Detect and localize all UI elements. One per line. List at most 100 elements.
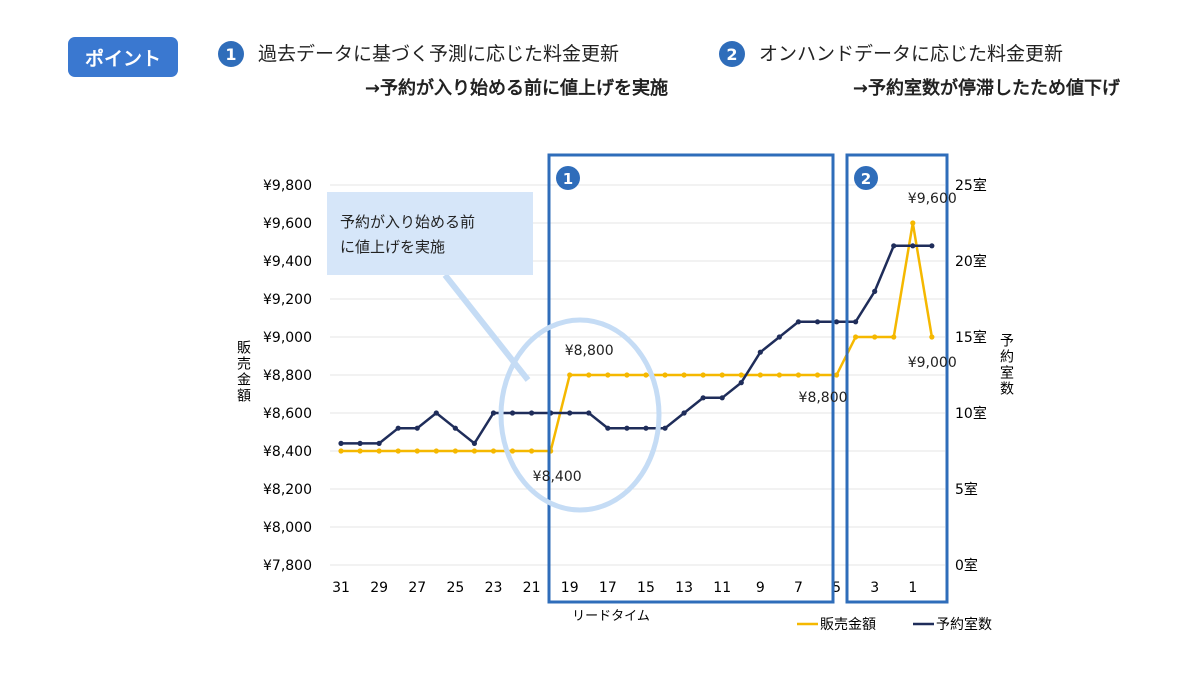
x-tick-label: 15 [637,580,655,596]
data-point-rooms [833,319,840,325]
data-label: ¥9,000 [908,355,957,371]
data-label: ¥9,600 [908,191,957,207]
data-label: ¥8,800 [565,343,614,359]
data-point-price [338,448,344,454]
data-point-price [643,372,649,378]
y-left-tick-label: ¥9,000 [263,330,312,346]
data-point-price [376,448,382,454]
data-point-price [624,372,630,378]
data-point-price [738,372,744,378]
point-1-note: →予約が入り始める前に値上げを実施 [364,78,668,99]
highlight-box-1 [547,153,835,604]
y-right-tick-label: 5室 [955,481,978,498]
y-left-tick-label: ¥9,600 [263,216,312,232]
callout-circle [498,317,662,513]
callout-line-1: 予約が入り始める前 [340,213,475,231]
data-point-rooms [700,395,706,401]
y-right-tick-label: 15室 [955,329,987,346]
x-tick-label: 25 [446,580,464,596]
data-point-rooms [414,425,420,431]
y-left-tick-label: ¥7,800 [263,558,312,574]
y-left-tick-label: ¥8,000 [263,520,312,536]
y-left-axis-title: 販売金額 [235,340,251,404]
data-point-rooms [509,410,516,416]
data-point-rooms [757,349,763,355]
y-left-tick-label: ¥8,400 [263,444,312,460]
x-tick-label: 17 [599,580,617,596]
y-right-tick-label: 10室 [955,405,987,422]
highlight-box-2 [845,153,949,604]
data-point-rooms [929,243,935,249]
data-point-price [776,372,782,378]
data-point-price [605,372,611,378]
box-2-number: 2 [861,170,871,188]
data-point-price [719,372,725,378]
series-line-rooms [341,244,932,446]
data-point-rooms [719,395,725,401]
data-label: ¥8,800 [799,390,848,406]
data-point-rooms [452,425,458,431]
box-1-number-badge [556,166,580,190]
y-left-tick-label: ¥9,200 [263,292,312,308]
y-left-tick-label: ¥8,600 [263,406,312,422]
data-point-rooms [376,440,382,446]
x-tick-label: 3 [870,580,879,596]
data-point-rooms [529,410,535,416]
y-left-tick-label: ¥8,200 [263,482,312,498]
data-point-rooms [395,425,401,431]
data-point-price [929,334,935,340]
data-point-rooms [338,440,344,446]
data-point-rooms [567,410,573,416]
data-point-rooms [624,425,630,431]
point-badge: ポイント [68,37,178,77]
point-number-2: 2 [719,41,745,67]
data-point-rooms [586,410,592,416]
legend: 販売金額 予約室数 [797,616,992,633]
data-point-rooms [471,440,478,446]
x-tick-label: 5 [832,580,841,596]
data-point-price [814,372,821,378]
data-point-price [529,448,535,454]
data-point-rooms [643,425,649,431]
data-point-rooms [814,319,821,325]
y-left-tick-label: ¥9,400 [263,254,312,270]
data-point-price [833,372,840,378]
data-point-price [357,448,363,454]
y-right-tick-label: 0室 [955,557,978,574]
data-label: ¥8,400 [533,469,582,485]
box-2-number-badge [854,166,878,190]
x-tick-label: 7 [794,580,803,596]
x-tick-label: 29 [370,580,388,596]
data-point-price [757,372,763,378]
x-tick-label: 31 [332,580,350,596]
data-point-price [891,334,897,340]
point-1-title: 過去データに基づく予測に応じた料金更新 [258,43,620,65]
callout-box [327,192,533,275]
x-tick-label: 23 [485,580,503,596]
y-left-tick-label: ¥8,800 [263,368,312,384]
data-point-price [414,448,420,454]
data-point-price [433,448,439,454]
data-point-rooms [776,334,782,340]
data-point-rooms [853,319,859,325]
x-axis-title: リードタイム [572,609,650,624]
data-point-rooms [681,410,687,416]
x-tick-label: 27 [408,580,426,596]
point-2-note: →予約室数が停滞したため値下げ [852,78,1120,99]
data-point-price [395,448,401,454]
point-number-1: 1 [218,41,244,67]
y-right-tick-label: 25室 [955,177,987,194]
data-point-rooms [662,425,668,431]
x-tick-label: 11 [713,580,731,596]
data-point-price [586,372,592,378]
y-right-axis-title: 予約室数 [998,333,1014,397]
data-point-rooms [433,410,439,416]
data-point-price [567,372,573,378]
data-point-price [700,372,706,378]
data-point-price [795,372,802,378]
data-point-price [490,448,497,454]
y-right-tick-label: 20室 [955,253,987,270]
data-point-rooms [795,319,802,325]
data-point-rooms [605,425,611,431]
point-2-title: オンハンドデータに応じた料金更新 [759,43,1064,65]
